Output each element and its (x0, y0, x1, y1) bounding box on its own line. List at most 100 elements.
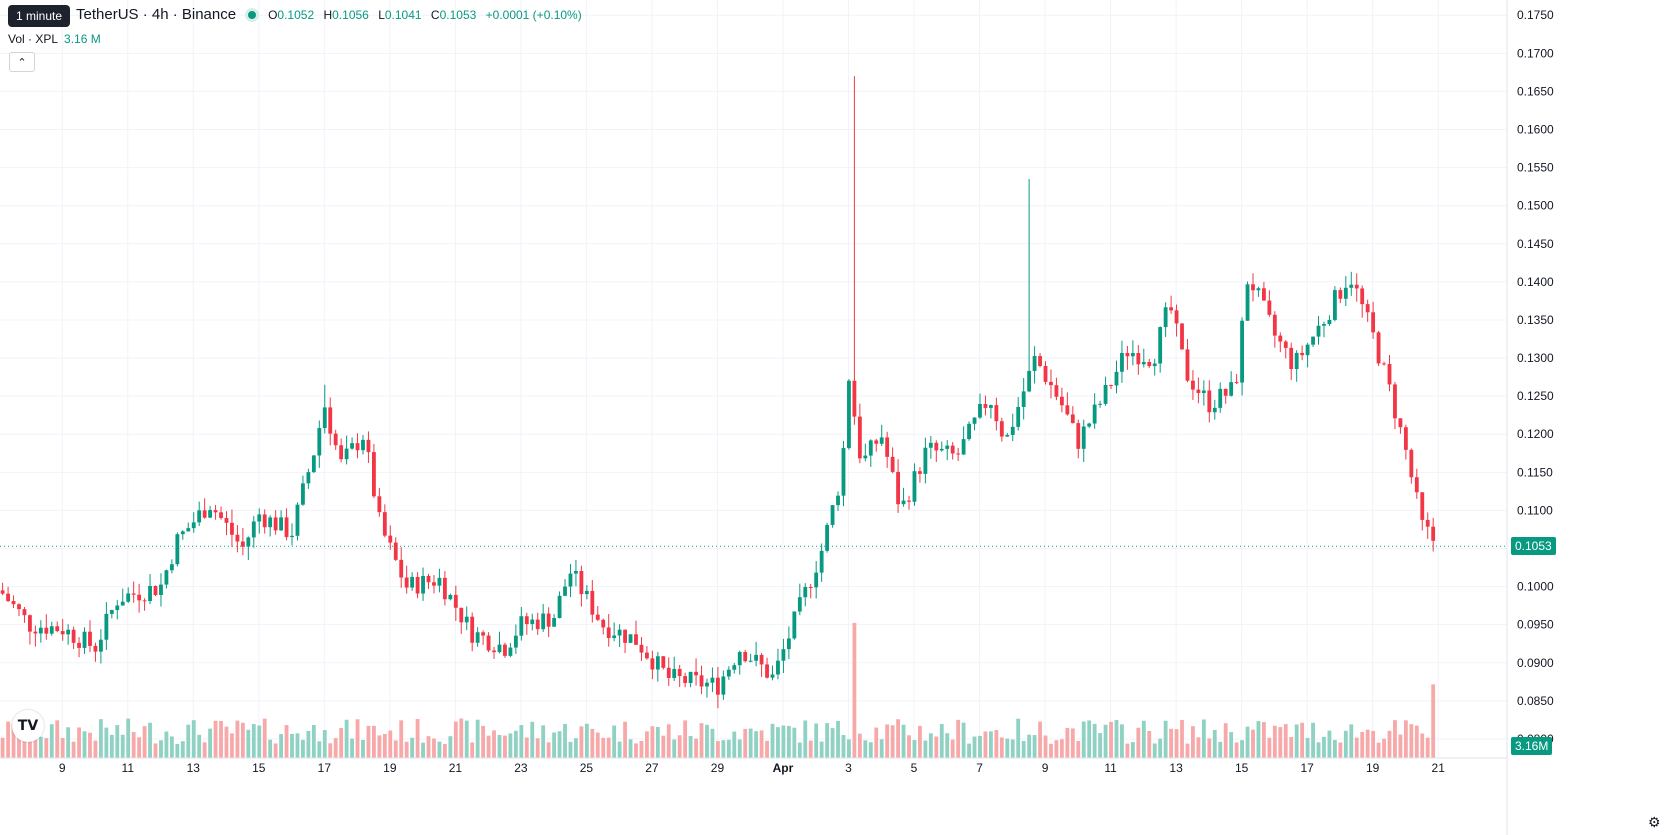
candle-body (317, 428, 322, 456)
candle-body (1114, 371, 1119, 386)
volume-bar (464, 720, 469, 758)
time-tick-label: 15 (1235, 761, 1249, 775)
candle-body (574, 571, 578, 574)
volume-bar (240, 722, 245, 758)
candle-body (213, 510, 218, 513)
candle-body (1005, 434, 1010, 437)
volume-bar (93, 740, 98, 758)
volume-bar (475, 719, 480, 758)
volume-bar (841, 735, 846, 758)
collapse-legend-button[interactable]: ⌃ (9, 52, 35, 72)
gear-icon[interactable]: ⚙ (1648, 814, 1661, 830)
volume-bar (98, 719, 103, 758)
volume-bar (453, 721, 458, 758)
candle-body (1398, 418, 1403, 428)
volume-bar (1065, 727, 1070, 758)
candle-body (1403, 427, 1408, 450)
candle-body (639, 644, 644, 653)
candle-body (1038, 356, 1042, 366)
candle-body (945, 445, 950, 449)
volume-legend: Vol · XPL 3.16 M (8, 32, 101, 46)
volume-bar (983, 731, 988, 758)
volume-bar (1212, 729, 1217, 758)
volume-bar (1398, 734, 1403, 758)
volume-bar (1125, 743, 1130, 758)
candle-body (1256, 288, 1261, 291)
candle-body (541, 613, 546, 630)
candle-body (1414, 477, 1419, 493)
candle-body (519, 616, 524, 636)
volume-bar (71, 741, 76, 758)
candle-body (595, 614, 600, 620)
interval-tooltip: 1 minute (8, 5, 71, 27)
candle-body (1021, 391, 1026, 407)
volume-bar (1278, 727, 1283, 758)
volume-bar (770, 723, 775, 758)
candle-body (432, 582, 436, 586)
symbol-title[interactable]: TetherUS · 4h · Binance (76, 6, 237, 23)
volume-bar (994, 730, 999, 758)
candle-body (219, 512, 223, 519)
market-status-icon[interactable] (248, 10, 257, 19)
volume-bar (22, 731, 27, 758)
candle-body (868, 440, 873, 456)
volume-bar (77, 727, 81, 758)
volume-bar (230, 733, 234, 758)
time-tick-label: Apr (773, 761, 794, 775)
candle-body (1152, 363, 1157, 367)
time-axis[interactable]: 9 11 13 15 17 19 21 23 25 27 29 Apr 3 5 7 9 11 13 15 17 19 21 (0, 757, 1507, 775)
price-axis[interactable]: 0.08000.08500.09000.09500.10000.10500.11… (1506, 0, 1554, 835)
volume-bar (623, 721, 627, 758)
candle-body (399, 559, 404, 578)
volume-bar (590, 728, 595, 758)
candle-body (38, 627, 43, 634)
volume-bar (1322, 736, 1326, 758)
candle-body (890, 456, 895, 472)
volume-bar (459, 718, 464, 758)
volume-bar (1043, 735, 1048, 758)
volume-bar (694, 738, 698, 758)
candle-body (0, 590, 5, 594)
candle-body (1098, 403, 1103, 405)
volume-bar (1038, 721, 1042, 758)
candle-body (1180, 323, 1184, 350)
candle-body (377, 496, 382, 513)
volume-bar (584, 723, 589, 758)
price-tick-label: 0.0950 (1517, 618, 1554, 632)
candle-body (1125, 352, 1130, 357)
candle-body (732, 665, 737, 670)
volume-bar (710, 728, 715, 758)
candle-body (1169, 307, 1174, 311)
tradingview-logo-icon[interactable]: TV (12, 710, 44, 742)
candle-body (497, 644, 502, 653)
time-tick-label: 9 (1042, 761, 1049, 775)
volume-bar (1262, 722, 1266, 758)
candle-body (1354, 284, 1359, 289)
volume-bar (737, 739, 742, 758)
volume-bar (273, 743, 278, 758)
candle-body (98, 639, 103, 652)
volume-bar (66, 727, 71, 758)
volume-bar (497, 734, 502, 758)
candle-body (1371, 312, 1376, 333)
candle-body (786, 638, 791, 650)
volume-bar (836, 720, 840, 758)
volume-bar (1283, 724, 1288, 758)
candle-body (776, 660, 780, 675)
candle-body (956, 453, 961, 455)
candle-body (726, 669, 731, 677)
volume-bar (1196, 737, 1201, 758)
candle-body (350, 443, 354, 449)
candle-body (1327, 319, 1332, 325)
volume-bar (1360, 732, 1365, 758)
volume-bar (371, 725, 376, 758)
volume-bar (535, 738, 540, 758)
candle-body (1322, 324, 1326, 326)
volume-bar (726, 739, 731, 758)
candle-body (1081, 426, 1086, 449)
volume-bar (82, 731, 87, 758)
volume-label[interactable]: Vol · XPL (8, 32, 59, 46)
candle-body (262, 514, 267, 528)
candle-body (492, 650, 496, 653)
